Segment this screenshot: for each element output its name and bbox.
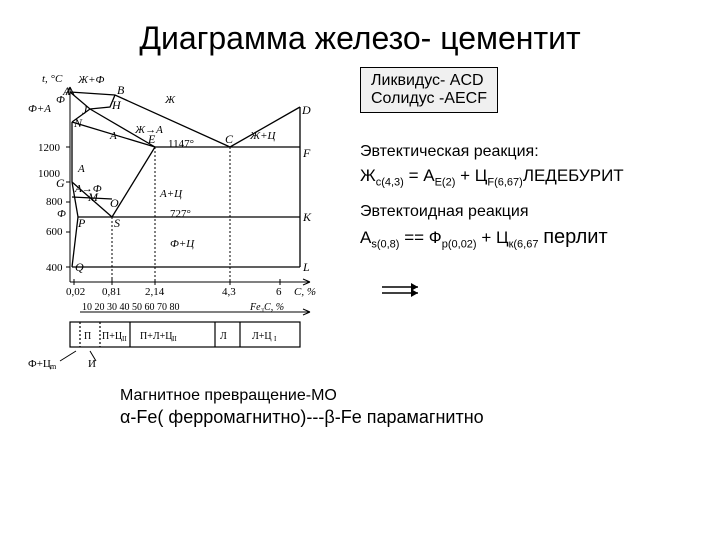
svg-text:800: 800: [46, 196, 63, 208]
svg-text:Q: Q: [75, 260, 84, 274]
svg-text:Fe₃C, %: Fe₃C, %: [249, 302, 284, 313]
solidus-line: Солидус -AECF: [371, 90, 487, 108]
main-content: t, °C 1200 1000 800 600 400: [20, 67, 700, 377]
svg-text:4,3: 4,3: [222, 286, 236, 298]
svg-text:F: F: [302, 146, 311, 160]
svg-text:C: C: [225, 132, 234, 146]
svg-text:I: I: [274, 335, 277, 343]
svg-text:Ф: Ф: [56, 94, 65, 106]
arrow-icon: [380, 281, 700, 299]
svg-text:II: II: [172, 335, 177, 343]
svg-text:N: N: [73, 116, 83, 130]
eutectoid-reaction: Аs(0,8) == Фp(0,02) + Цк(6,67 перлит: [360, 226, 700, 250]
magnetic-formula: α-Fe( ферромагнитно)---β-Fe парамагнитно: [120, 407, 700, 428]
svg-text:S: S: [114, 216, 120, 230]
liquidus-solidus-box: Ликвидус- ACD Солидус -AECF: [360, 67, 498, 113]
svg-text:П+Ц: П+Ц: [102, 331, 122, 342]
svg-text:600: 600: [46, 226, 63, 238]
svg-text:А→Ф: А→Ф: [74, 183, 102, 195]
page-title: Диаграмма железо- цементит: [20, 20, 700, 57]
annotations-panel: Ликвидус- ACD Солидус -AECF Эвтектическа…: [360, 67, 700, 377]
svg-text:K: K: [302, 210, 312, 224]
svg-text:1147°: 1147°: [168, 138, 194, 150]
svg-text:Ф+А: Ф+А: [28, 103, 51, 115]
svg-text:Ф: Ф: [57, 208, 66, 220]
svg-text:O: O: [110, 196, 119, 210]
svg-text:А+Ц: А+Ц: [159, 188, 183, 200]
eutectoid-label: Эвтектоидная реакция: [360, 203, 700, 221]
svg-text:L: L: [302, 260, 310, 274]
eutectic-label: Эвтектическая реакция:: [360, 143, 700, 161]
svg-text:J: J: [82, 103, 88, 117]
svg-text:2,14: 2,14: [145, 286, 165, 298]
svg-text:G: G: [56, 176, 65, 190]
svg-text:P: P: [77, 216, 86, 230]
svg-text:Ж+Ц: Ж+Ц: [249, 130, 276, 142]
svg-text:C, %: C, %: [294, 286, 316, 298]
svg-text:10 20 30 40 50 60 70 80: 10 20 30 40 50 60 70 80: [82, 302, 180, 313]
svg-text:Л+Ц: Л+Ц: [252, 331, 272, 342]
bottom-section: Магнитное превращение-МО α-Fe( ферромагн…: [20, 387, 700, 428]
eutectic-lhs: Ж: [360, 166, 376, 185]
svg-text:0,02: 0,02: [66, 286, 85, 298]
y-axis-label: t, °C: [42, 73, 63, 85]
magnetic-label: Магнитное превращение-МО: [120, 387, 700, 405]
svg-text:Ф+Ц: Ф+Ц: [170, 238, 195, 250]
svg-text:А: А: [77, 163, 85, 175]
svg-text:Ж: Ж: [164, 94, 176, 106]
svg-text:727°: 727°: [170, 208, 191, 220]
svg-text:6: 6: [276, 286, 282, 298]
svg-text:400: 400: [46, 262, 63, 274]
svg-text:D: D: [301, 103, 311, 117]
svg-text:А: А: [109, 130, 117, 142]
svg-text:H: H: [111, 98, 122, 112]
svg-text:Ф+Ц: Ф+Ц: [28, 358, 51, 370]
svg-text:П: П: [84, 331, 91, 342]
svg-text:0,81: 0,81: [102, 286, 121, 298]
svg-text:П+Л+Ц: П+Л+Ц: [140, 331, 173, 342]
phase-diagram: t, °C 1200 1000 800 600 400: [20, 67, 350, 377]
liquidus-line: Ликвидус- ACD: [371, 72, 487, 90]
svg-text:Ж→А: Ж→А: [134, 124, 163, 136]
phase-diagram-svg: t, °C 1200 1000 800 600 400: [20, 67, 350, 377]
svg-text:B: B: [117, 83, 125, 97]
svg-text:1200: 1200: [38, 142, 61, 154]
eutectic-reaction: Жc(4,3) = АE(2) + ЦF(6,67)ЛЕДЕБУРИТ: [360, 166, 700, 188]
svg-text:Л: Л: [220, 331, 227, 342]
svg-text:m: m: [50, 362, 57, 371]
svg-text:II: II: [122, 335, 127, 343]
svg-text:Ж+Ф: Ж+Ф: [77, 74, 104, 86]
